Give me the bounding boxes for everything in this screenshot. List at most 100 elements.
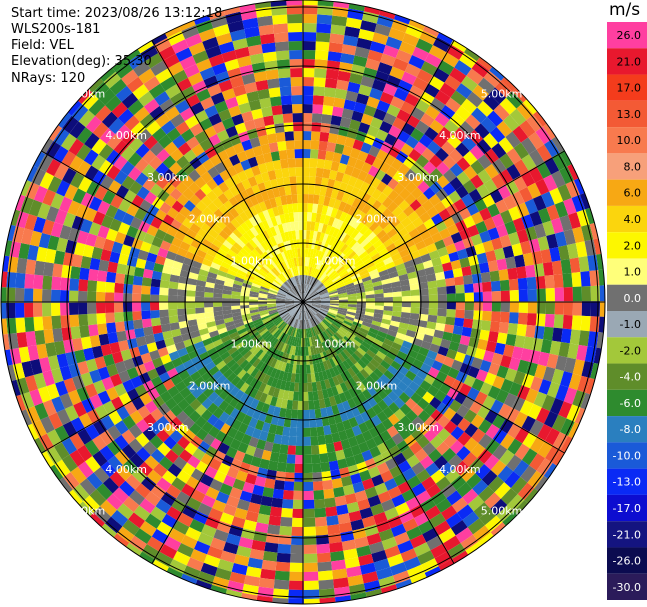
velocity-gate [269,326,278,334]
velocity-gate [360,410,371,423]
velocity-gate [286,399,293,410]
velocity-gate [514,427,530,444]
velocity-gate [381,536,398,550]
velocity-gate [316,250,323,260]
velocity-gate [355,313,365,319]
velocity-gate [207,414,219,427]
velocity-gate [364,524,379,537]
velocity-gate [290,68,303,78]
velocity-gate [191,387,203,399]
velocity-gate [311,302,321,304]
velocity-gate [250,311,260,317]
velocity-gate [457,504,474,520]
velocity-gate [540,339,553,354]
velocity-gate [428,249,440,260]
velocity-gate [276,59,291,70]
velocity-gate [168,315,179,324]
velocity-gate [215,219,227,230]
velocity-gate [475,464,491,480]
velocity-gate [201,238,213,249]
velocity-gate [454,351,466,363]
velocity-gate [440,505,458,521]
velocity-gate [479,207,492,221]
velocity-gate [74,349,86,364]
velocity-gate [83,149,99,166]
velocity-gate [259,328,269,337]
range-label: 3.00km [397,421,439,434]
velocity-gate [560,371,573,388]
velocity-gate [78,290,88,303]
velocity-gate [143,98,160,114]
velocity-gate [229,185,240,197]
velocity-gate [335,283,345,289]
velocity-gate [456,248,469,260]
velocity-gate [230,245,240,255]
velocity-gate [310,327,315,337]
velocity-gate [272,206,280,217]
velocity-gate [338,297,348,301]
velocity-gate [356,545,372,558]
velocity-gate [344,279,354,286]
velocity-gate [34,260,46,276]
velocity-gate [312,203,319,214]
velocity-gate [370,210,382,222]
velocity-gate [352,527,367,540]
velocity-gate [307,391,314,401]
velocity-gate [546,204,560,221]
velocity-gate [245,566,262,578]
velocity-gate [204,311,215,318]
velocity-gate [317,561,333,572]
velocity-gate [160,272,171,282]
velocity-gate [155,364,167,376]
velocity-gate [286,240,292,250]
velocity-gate [178,320,189,329]
velocity-gate [399,317,410,325]
velocity-gate [309,308,316,316]
velocity-gate [312,336,318,346]
velocity-gate [388,125,402,139]
velocity-gate [68,363,81,378]
velocity-gate [254,419,265,431]
velocity-gate [347,296,357,300]
velocity-gate [60,133,77,151]
velocity-gate [241,139,253,151]
velocity-gate [471,378,485,392]
velocity-gate [500,354,512,369]
velocity-gate [106,440,122,456]
velocity-gate [268,258,277,268]
velocity-gate [317,311,326,318]
velocity-gate [314,259,320,269]
velocity-gate [432,36,451,53]
velocity-gate [405,422,418,435]
velocity-gate [409,283,420,291]
velocity-gate [186,307,196,315]
velocity-gate [195,312,206,320]
velocity-gate [54,425,70,443]
velocity-gate [300,248,303,258]
velocity-gate [123,283,133,294]
velocity-gate [12,225,25,243]
velocity-gate [514,254,526,268]
velocity-gate [217,327,228,335]
velocity-gate [359,368,370,379]
velocity-gate [446,44,465,60]
velocity-gate [315,325,322,335]
velocity-gate [337,352,346,363]
velocity-gate [338,125,350,137]
velocity-gate [311,267,316,277]
velocity-gate [104,516,123,534]
velocity-gate [320,303,330,307]
velocity-gate [482,240,495,253]
velocity-gate [571,272,582,288]
velocity-gate [332,366,340,376]
velocity-gate [385,242,397,253]
velocity-gate [100,415,115,431]
velocity-gate [317,353,323,363]
velocity-gate [93,466,110,484]
velocity-gate [299,239,303,249]
velocity-gate [87,313,98,326]
velocity-gate [168,559,187,574]
velocity-gate [310,140,320,150]
velocity-gate [252,318,262,325]
velocity-gate [215,32,233,46]
